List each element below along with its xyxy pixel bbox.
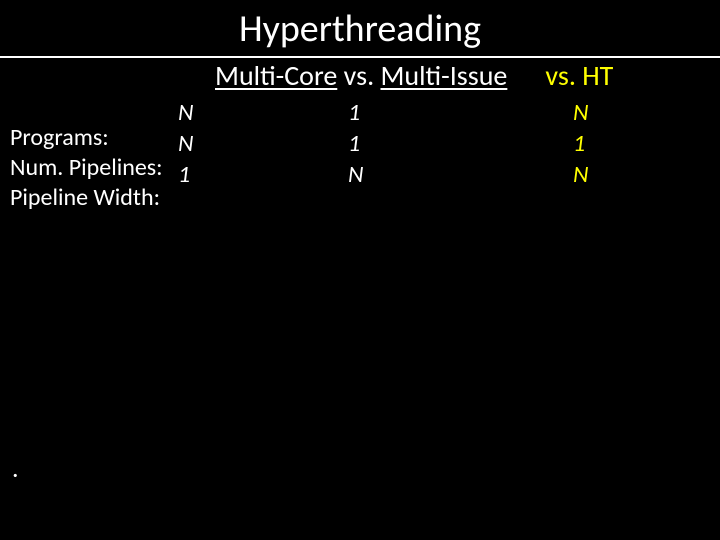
ht-pipelines: 1	[573, 128, 653, 159]
footer-dot: .	[12, 452, 19, 484]
mi-width: N	[348, 159, 573, 190]
value-columns: N N 1 1 1 N N 1 N	[178, 97, 653, 191]
subtitle-multiissue: Multi-Issue	[380, 58, 507, 93]
ht-width: N	[573, 159, 653, 190]
mi-pipelines: 1	[348, 128, 573, 159]
ht-programs: N	[573, 97, 653, 128]
mc-width: 1	[178, 159, 348, 190]
subtitle-multicore: Multi-Core	[215, 58, 337, 93]
subtitle-main: Multi-Core vs. Multi-Issue	[175, 58, 507, 93]
row-labels: Programs: Num. Pipelines: Pipeline Width…	[10, 123, 163, 213]
column-multicore: N N 1	[178, 97, 348, 191]
subtitle-vs: vs.	[337, 58, 380, 93]
mc-programs: N	[178, 97, 348, 128]
label-pipelines: Num. Pipelines:	[10, 153, 163, 183]
subtitle-ht: vs. HT	[507, 58, 613, 93]
mi-programs: 1	[348, 97, 573, 128]
column-multiissue: 1 1 N	[348, 97, 573, 191]
label-width: Pipeline Width:	[10, 183, 163, 213]
mc-pipelines: N	[178, 128, 348, 159]
subtitle-row: Multi-Core vs. Multi-Issue vs. HT	[0, 58, 720, 93]
slide-title: Hyperthreading	[0, 0, 720, 56]
column-ht: N 1 N	[573, 97, 653, 191]
label-programs: Programs:	[10, 123, 163, 153]
